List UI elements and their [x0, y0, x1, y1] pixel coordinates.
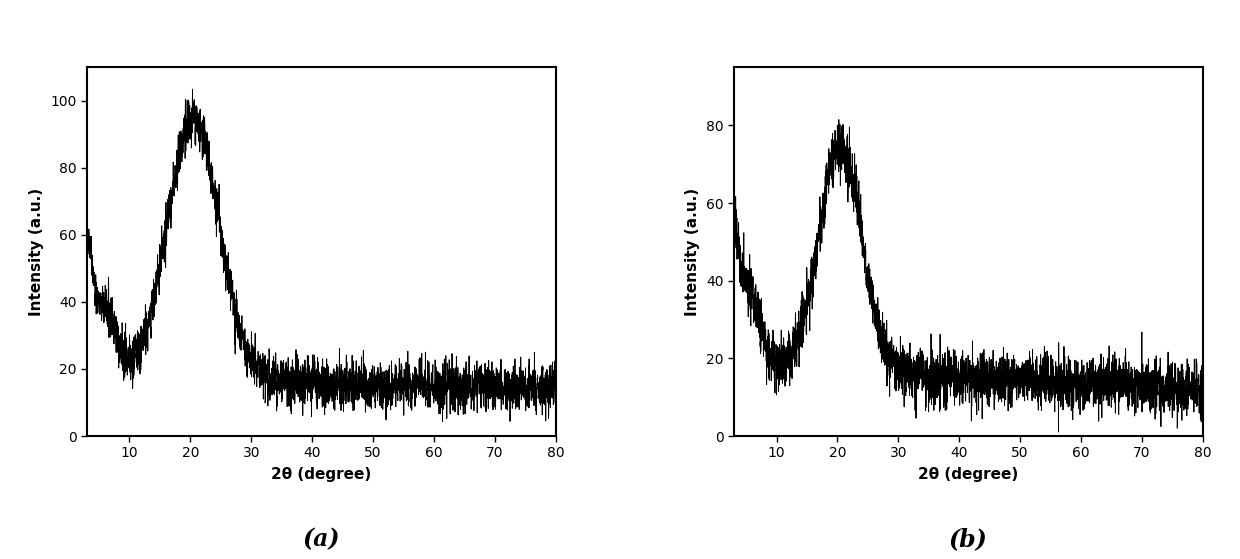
Text: (a): (a)	[303, 527, 340, 551]
Y-axis label: Intensity (a.u.): Intensity (a.u.)	[30, 187, 45, 316]
X-axis label: 2θ (degree): 2θ (degree)	[272, 467, 371, 482]
X-axis label: 2θ (degree): 2θ (degree)	[919, 467, 1018, 482]
Text: (b): (b)	[949, 527, 988, 551]
Y-axis label: Intensity (a.u.): Intensity (a.u.)	[686, 187, 701, 316]
